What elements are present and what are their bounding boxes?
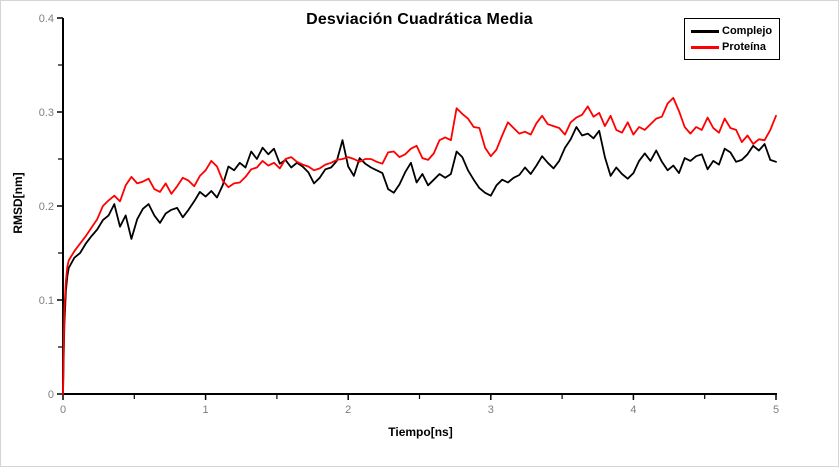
proteina-series-line	[62, 97, 777, 395]
x-tick-label: 1	[203, 404, 209, 416]
proteina-line-swatch	[691, 45, 719, 49]
y-tick-label: 0.4	[39, 13, 54, 25]
complejo-series-line	[62, 126, 777, 395]
chart-title: Desviación Cuadrática Media	[306, 11, 533, 28]
x-tick-label: 4	[630, 404, 636, 416]
legend-label-complejo: Complejo	[722, 25, 773, 37]
x-tick-label: 0	[60, 404, 66, 416]
y-tick-label: 0.2	[39, 201, 54, 213]
legend-item-proteina: Proteína	[691, 41, 775, 53]
y-tick-label: 0	[48, 389, 54, 401]
x-axis-title: Tiempo[ns]	[388, 425, 453, 439]
legend: Complejo Proteína	[684, 18, 780, 60]
x-tick-label: 5	[773, 404, 779, 416]
x-tick-label: 2	[345, 404, 351, 416]
complejo-line-swatch	[691, 29, 719, 33]
y-tick-label: 0.1	[39, 295, 54, 307]
y-axis-title: RMSD[nm]	[11, 172, 25, 234]
y-tick-label: 0.3	[39, 107, 54, 119]
legend-item-complejo: Complejo	[691, 25, 775, 37]
x-tick-label: 3	[488, 404, 494, 416]
legend-label-proteina: Proteína	[722, 41, 767, 53]
